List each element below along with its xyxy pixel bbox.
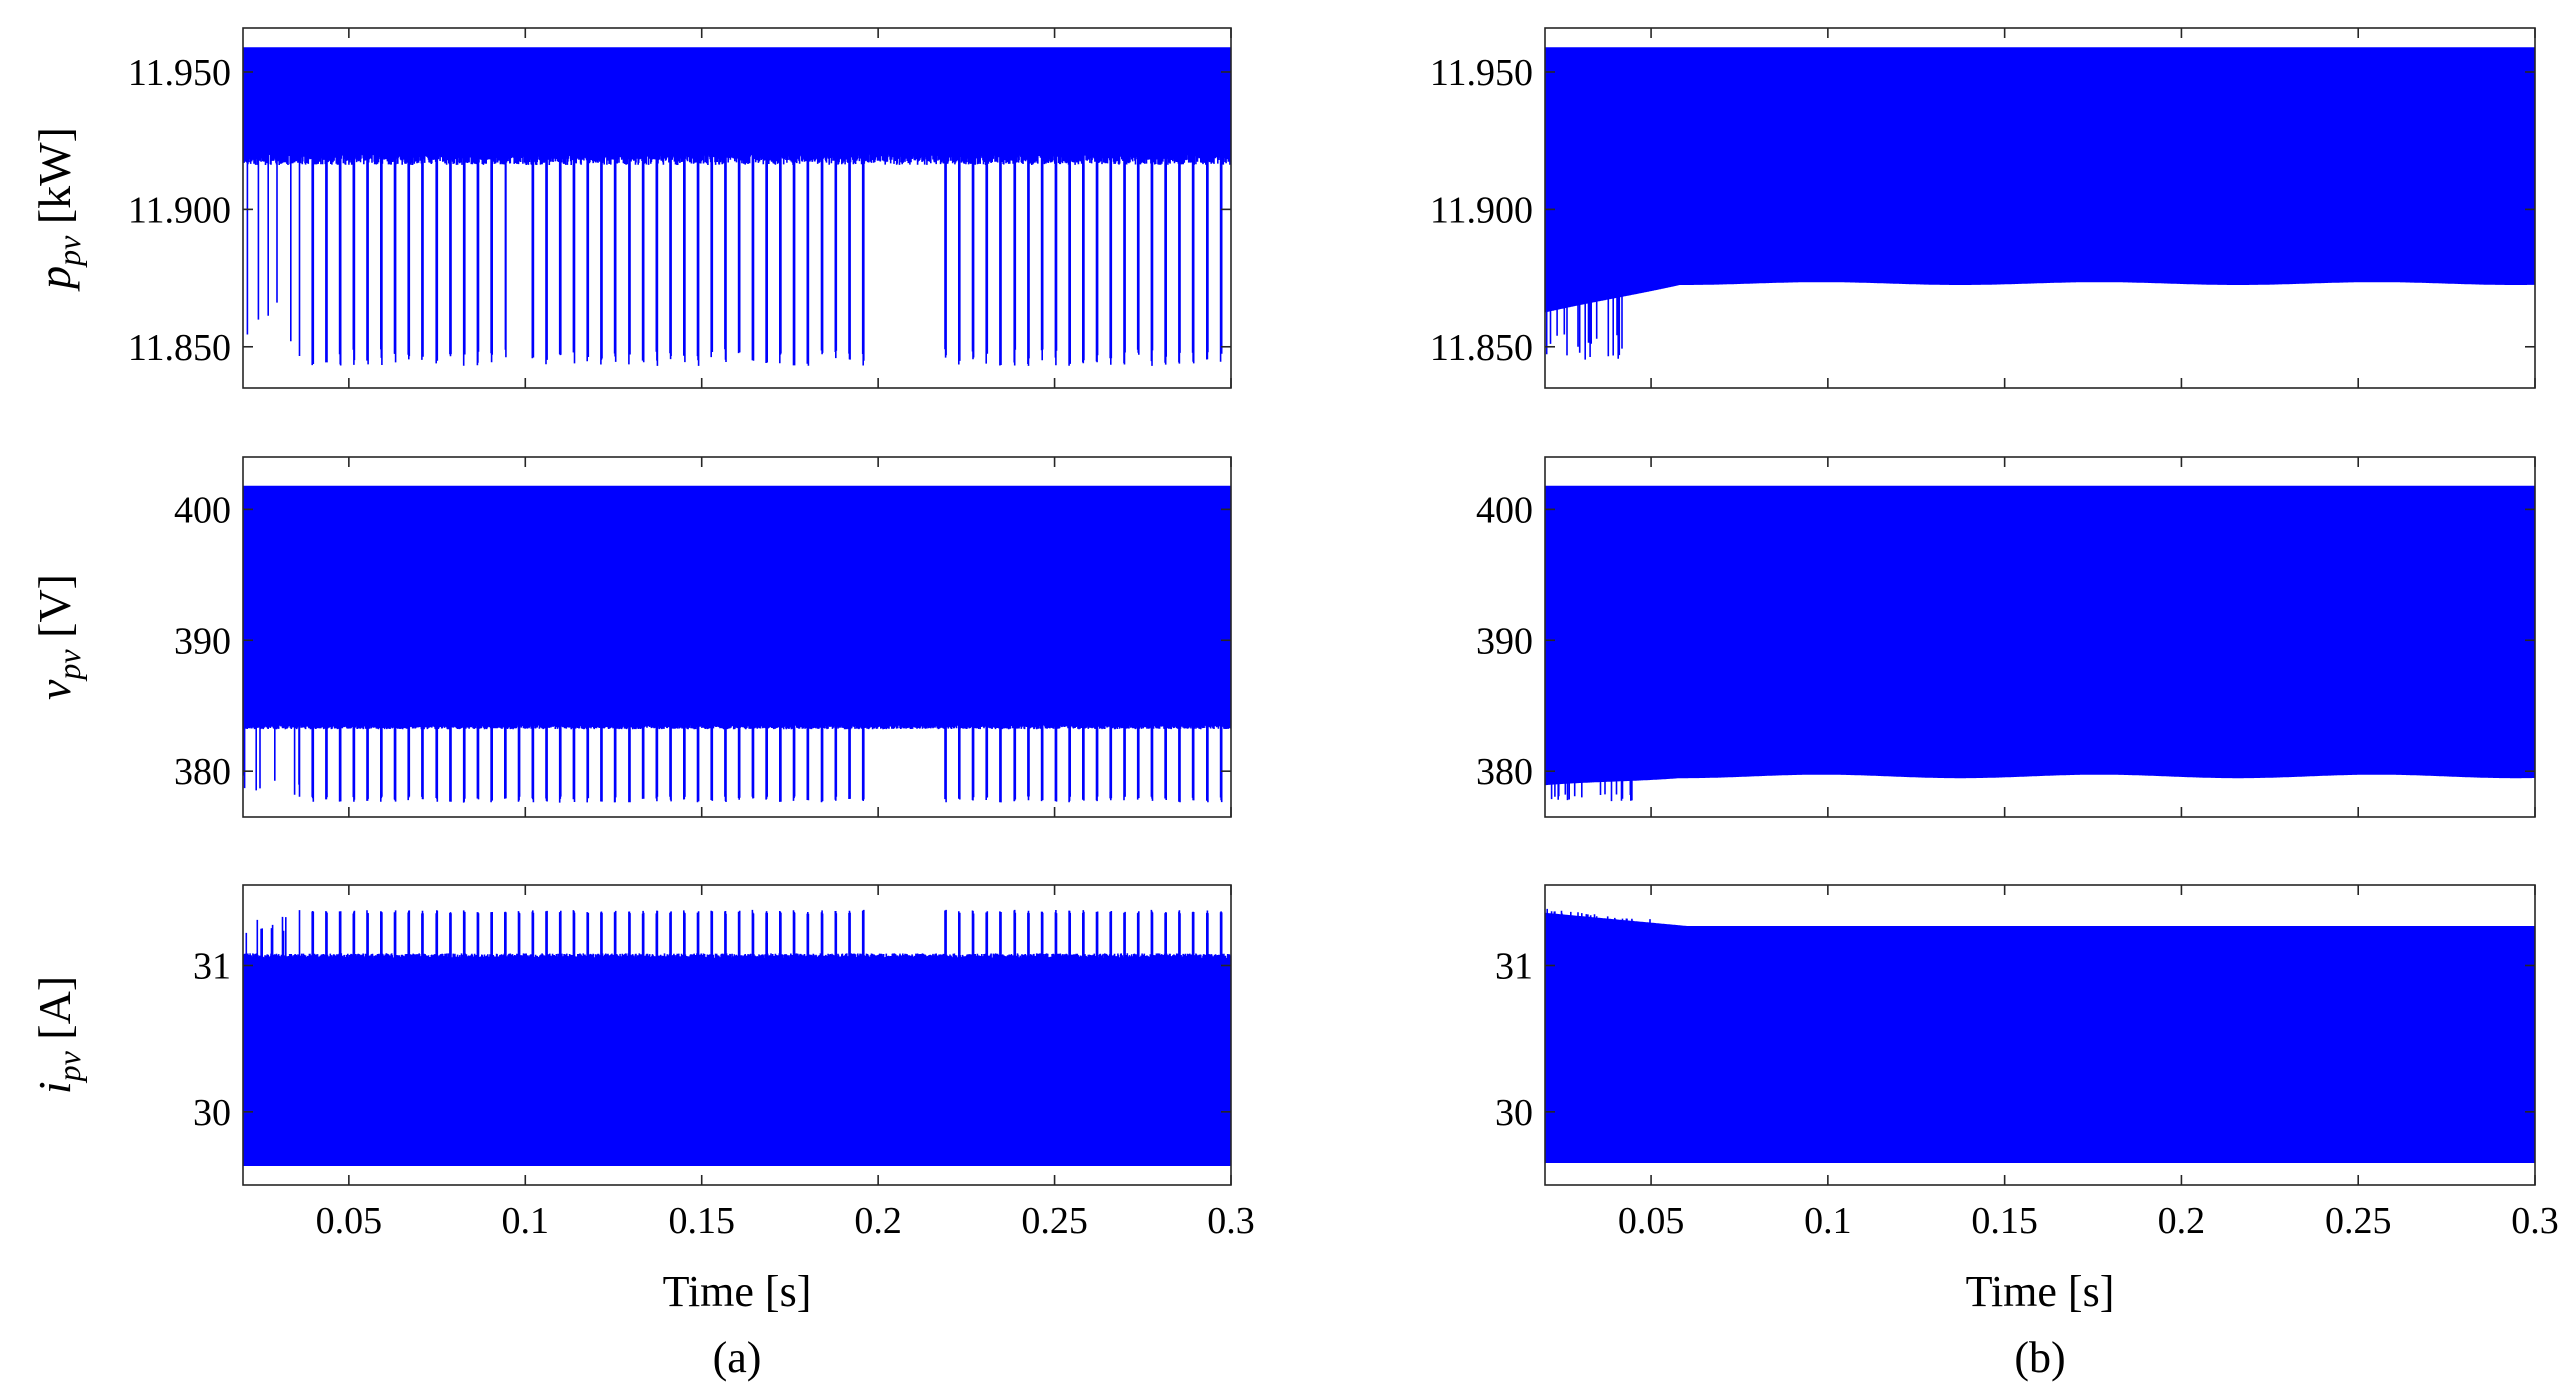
- figure-labels: Time [s] Time [s] (a) (b): [663, 1267, 2115, 1382]
- axes-box-a-ppv: [242, 27, 1232, 389]
- x-axis-label-a: Time [s]: [663, 1267, 812, 1316]
- trace-b-vpv: [1545, 485, 2535, 802]
- x-tick-label-b-ipv-0: 0.05: [1618, 1200, 1685, 1242]
- plot-a-ppv: 11.850 11.900 11.950 ppv [kW]: [29, 27, 1232, 389]
- y-axis-label-a-vpv: vpv [V]: [29, 574, 87, 700]
- plot-b-vpv: 380 390 400: [1476, 456, 2536, 818]
- y-tick-label-a-ppv-1: 11.900: [128, 189, 231, 231]
- y-tick-label-b-ipv-1: 31: [1495, 945, 1533, 987]
- axes-box-b-ppv: [1544, 27, 2536, 389]
- y-tick-label-b-ppv-2: 11.950: [1430, 52, 1533, 94]
- plot-b-ppv: 11.850 11.900 11.950: [1430, 27, 2536, 389]
- plot-a-vpv: 380 390 400 vpv [V]: [29, 456, 1232, 818]
- axes-box-a-ipv: [242, 884, 1232, 1186]
- axes-box-b-ipv: [1544, 884, 2536, 1186]
- trace-a-vpv: [243, 485, 1231, 803]
- x-tick-label-a-ipv-3: 0.2: [854, 1200, 902, 1242]
- x-tick-label-b-ipv-2: 0.15: [1971, 1200, 2038, 1242]
- y-tick-label-b-ipv-0: 30: [1495, 1092, 1533, 1134]
- y-tick-label-a-ipv-0: 30: [193, 1092, 231, 1134]
- panel-label-b: (b): [2014, 1333, 2065, 1382]
- axes-box-a-vpv: [242, 456, 1232, 818]
- y-tick-label-a-vpv-0: 380: [174, 751, 231, 793]
- axes-box-b-vpv: [1544, 456, 2536, 818]
- x-tick-label-b-ipv-4: 0.25: [2325, 1200, 2392, 1242]
- y-axis-label-a-ppv: ppv [kW]: [29, 127, 87, 292]
- x-tick-label-a-ipv-1: 0.1: [502, 1200, 550, 1242]
- y-tick-label-b-vpv-2: 400: [1476, 489, 1533, 531]
- y-tick-label-b-vpv-0: 380: [1476, 751, 1533, 793]
- y-tick-label-b-ppv-1: 11.900: [1430, 189, 1533, 231]
- x-tick-label-a-ipv-4: 0.25: [1021, 1200, 1088, 1242]
- panels: 11.850 11.900 11.950 ppv [kW] 380 390 400 vpv […: [29, 27, 2559, 1242]
- y-tick-label-b-ppv-0: 11.850: [1430, 327, 1533, 369]
- x-tick-label-a-ipv-2: 0.15: [668, 1200, 735, 1242]
- y-tick-label-a-ipv-1: 31: [193, 945, 231, 987]
- x-tick-label-a-ipv-5: 0.3: [1207, 1200, 1255, 1242]
- trace-b-ipv: [1545, 908, 2535, 1163]
- y-axis-label-a-ipv: ipv [A]: [29, 976, 87, 1094]
- trace-b-ppv: [1545, 47, 2535, 360]
- y-tick-label-a-ppv-0: 11.850: [128, 327, 231, 369]
- trace-a-ipv: [243, 909, 1231, 1166]
- y-tick-label-a-vpv-2: 400: [174, 489, 231, 531]
- y-tick-label-a-vpv-1: 390: [174, 620, 231, 662]
- x-axis-label-b: Time [s]: [1966, 1267, 2115, 1316]
- x-tick-label-a-ipv-0: 0.05: [316, 1200, 383, 1242]
- x-tick-label-b-ipv-3: 0.2: [2158, 1200, 2206, 1242]
- x-tick-label-b-ipv-5: 0.3: [2511, 1200, 2559, 1242]
- plot-a-ipv: 0.05 0.1 0.15 0.2 0.25 0.3 30 31 ipv [A]: [29, 884, 1255, 1242]
- trace-a-ppv: [243, 47, 1231, 366]
- y-tick-label-a-ppv-2: 11.950: [128, 52, 231, 94]
- y-tick-label-b-vpv-1: 390: [1476, 620, 1533, 662]
- plot-b-ipv: 0.05 0.1 0.15 0.2 0.25 0.3 30 31: [1495, 884, 2559, 1242]
- x-tick-label-b-ipv-1: 0.1: [1804, 1200, 1852, 1242]
- panel-label-a: (a): [713, 1333, 762, 1382]
